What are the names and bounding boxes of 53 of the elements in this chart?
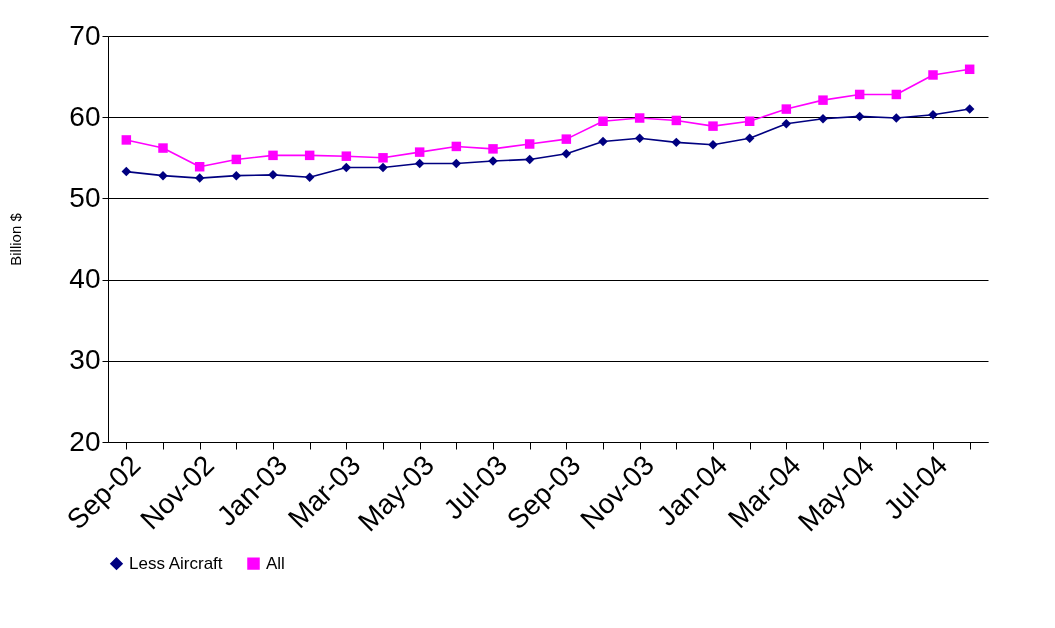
point (854, 111, 865, 122)
point (158, 170, 168, 181)
point (158, 143, 168, 153)
point (121, 135, 132, 145)
point (708, 121, 718, 131)
point (341, 151, 352, 161)
point (744, 133, 755, 144)
y-tick-label: 70 (69, 19, 101, 51)
point (231, 170, 242, 181)
y-tick-label: 30 (69, 344, 101, 376)
point (634, 113, 645, 123)
point (891, 113, 902, 123)
point (378, 162, 388, 173)
point (891, 89, 902, 100)
point (781, 104, 792, 114)
point (671, 137, 682, 148)
y-tick-label: 60 (69, 100, 101, 132)
point (671, 115, 682, 126)
point (561, 149, 572, 159)
point (488, 144, 498, 154)
point (231, 154, 242, 165)
y-tick-label: 20 (69, 425, 101, 457)
y-axis-title: Billion $ (7, 212, 25, 266)
point (781, 118, 792, 129)
y-tick-label: 40 (69, 263, 101, 295)
point (854, 89, 865, 100)
point (598, 116, 608, 126)
legend-label: Less Aircraft (129, 553, 223, 573)
point (598, 136, 608, 147)
point (378, 153, 388, 163)
point (414, 158, 425, 169)
point (304, 150, 315, 161)
y-tick-label: 50 (69, 181, 101, 213)
point (268, 150, 278, 161)
point (414, 147, 425, 157)
point (304, 172, 315, 183)
point (561, 134, 572, 144)
point (524, 139, 535, 149)
point (524, 154, 535, 165)
point (634, 133, 645, 144)
point (964, 64, 975, 75)
point (928, 70, 938, 80)
point (451, 141, 462, 152)
point (964, 104, 975, 114)
point (744, 116, 755, 126)
point (341, 162, 352, 173)
point (194, 173, 205, 183)
point (194, 161, 205, 172)
point (928, 110, 938, 120)
point (121, 166, 132, 177)
point (818, 95, 828, 105)
point (451, 158, 462, 169)
legend-label: All (266, 553, 285, 573)
